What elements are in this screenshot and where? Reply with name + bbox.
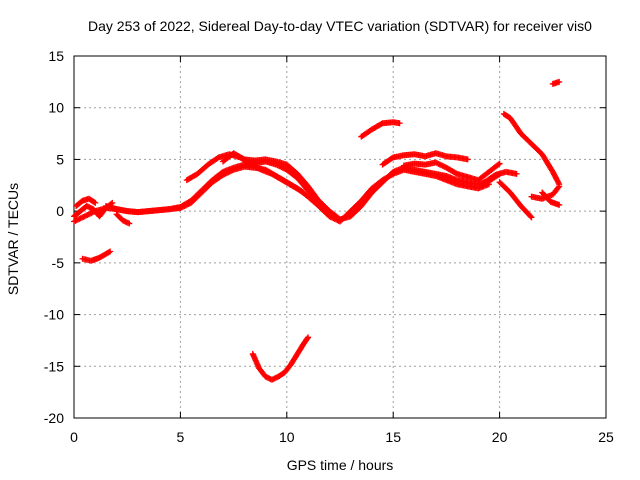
plot-frame (73, 55, 607, 419)
x-tick-label: 15 (385, 429, 401, 445)
series-trace-10 (358, 119, 403, 140)
axis-ticks: 0 5 10 15 20 25 -20 -15 -10 -5 0 5 10 15 (44, 48, 614, 445)
data-point (555, 184, 562, 191)
y-tick-label: 10 (48, 100, 64, 116)
series-trace-14 (496, 179, 535, 221)
data-point (513, 170, 520, 177)
data-point (485, 181, 492, 188)
y-tick-label: 0 (56, 203, 64, 219)
data-point (304, 335, 311, 342)
series-trace-13 (481, 168, 520, 186)
data-point (92, 199, 99, 206)
data-point (495, 161, 502, 168)
data-point (299, 188, 306, 195)
data-point (527, 213, 534, 220)
data-point (107, 248, 114, 255)
data-point (335, 215, 342, 222)
y-tick-label: -5 (52, 255, 65, 271)
series-trace-9 (249, 334, 312, 383)
chart-title: Day 253 of 2022, Sidereal Day-to-day VTE… (88, 18, 592, 34)
data-point (91, 199, 98, 206)
series-trace-18 (549, 78, 563, 87)
data-point (126, 220, 133, 227)
data-point (109, 199, 116, 206)
data-point (464, 156, 471, 163)
data-point (396, 120, 403, 127)
series-trace-8 (219, 150, 343, 223)
y-tick-label: -10 (44, 307, 64, 323)
data-point (556, 201, 563, 208)
data-point (496, 160, 503, 167)
series-trace-12 (400, 159, 503, 184)
x-tick-label: 20 (492, 429, 508, 445)
y-tick-label: 5 (56, 151, 64, 167)
y-tick-label: 15 (48, 48, 64, 64)
data-point (528, 214, 535, 221)
y-tick-label: -20 (44, 410, 64, 426)
data-point (105, 249, 112, 256)
series-trace-15 (500, 110, 563, 188)
data-series (71, 78, 563, 383)
data-point (556, 183, 563, 190)
data-point (556, 78, 563, 85)
data-point (337, 216, 343, 223)
data-point (300, 189, 307, 196)
series-trace-6 (79, 248, 114, 264)
y-axis-label: SDTVAR / TECUs (5, 183, 21, 295)
grid (74, 56, 606, 418)
series-trace-11 (379, 150, 471, 168)
y-tick-label: -15 (44, 358, 64, 374)
series-trace-17 (539, 189, 563, 208)
x-axis-label: GPS time / hours (287, 457, 394, 473)
series-trace-2 (73, 195, 99, 209)
series-trace-5 (113, 211, 133, 227)
x-tick-label: 10 (279, 429, 295, 445)
data-point (305, 334, 312, 341)
x-tick-label: 5 (177, 429, 185, 445)
x-tick-label: 0 (70, 429, 78, 445)
x-tick-label: 25 (598, 429, 614, 445)
